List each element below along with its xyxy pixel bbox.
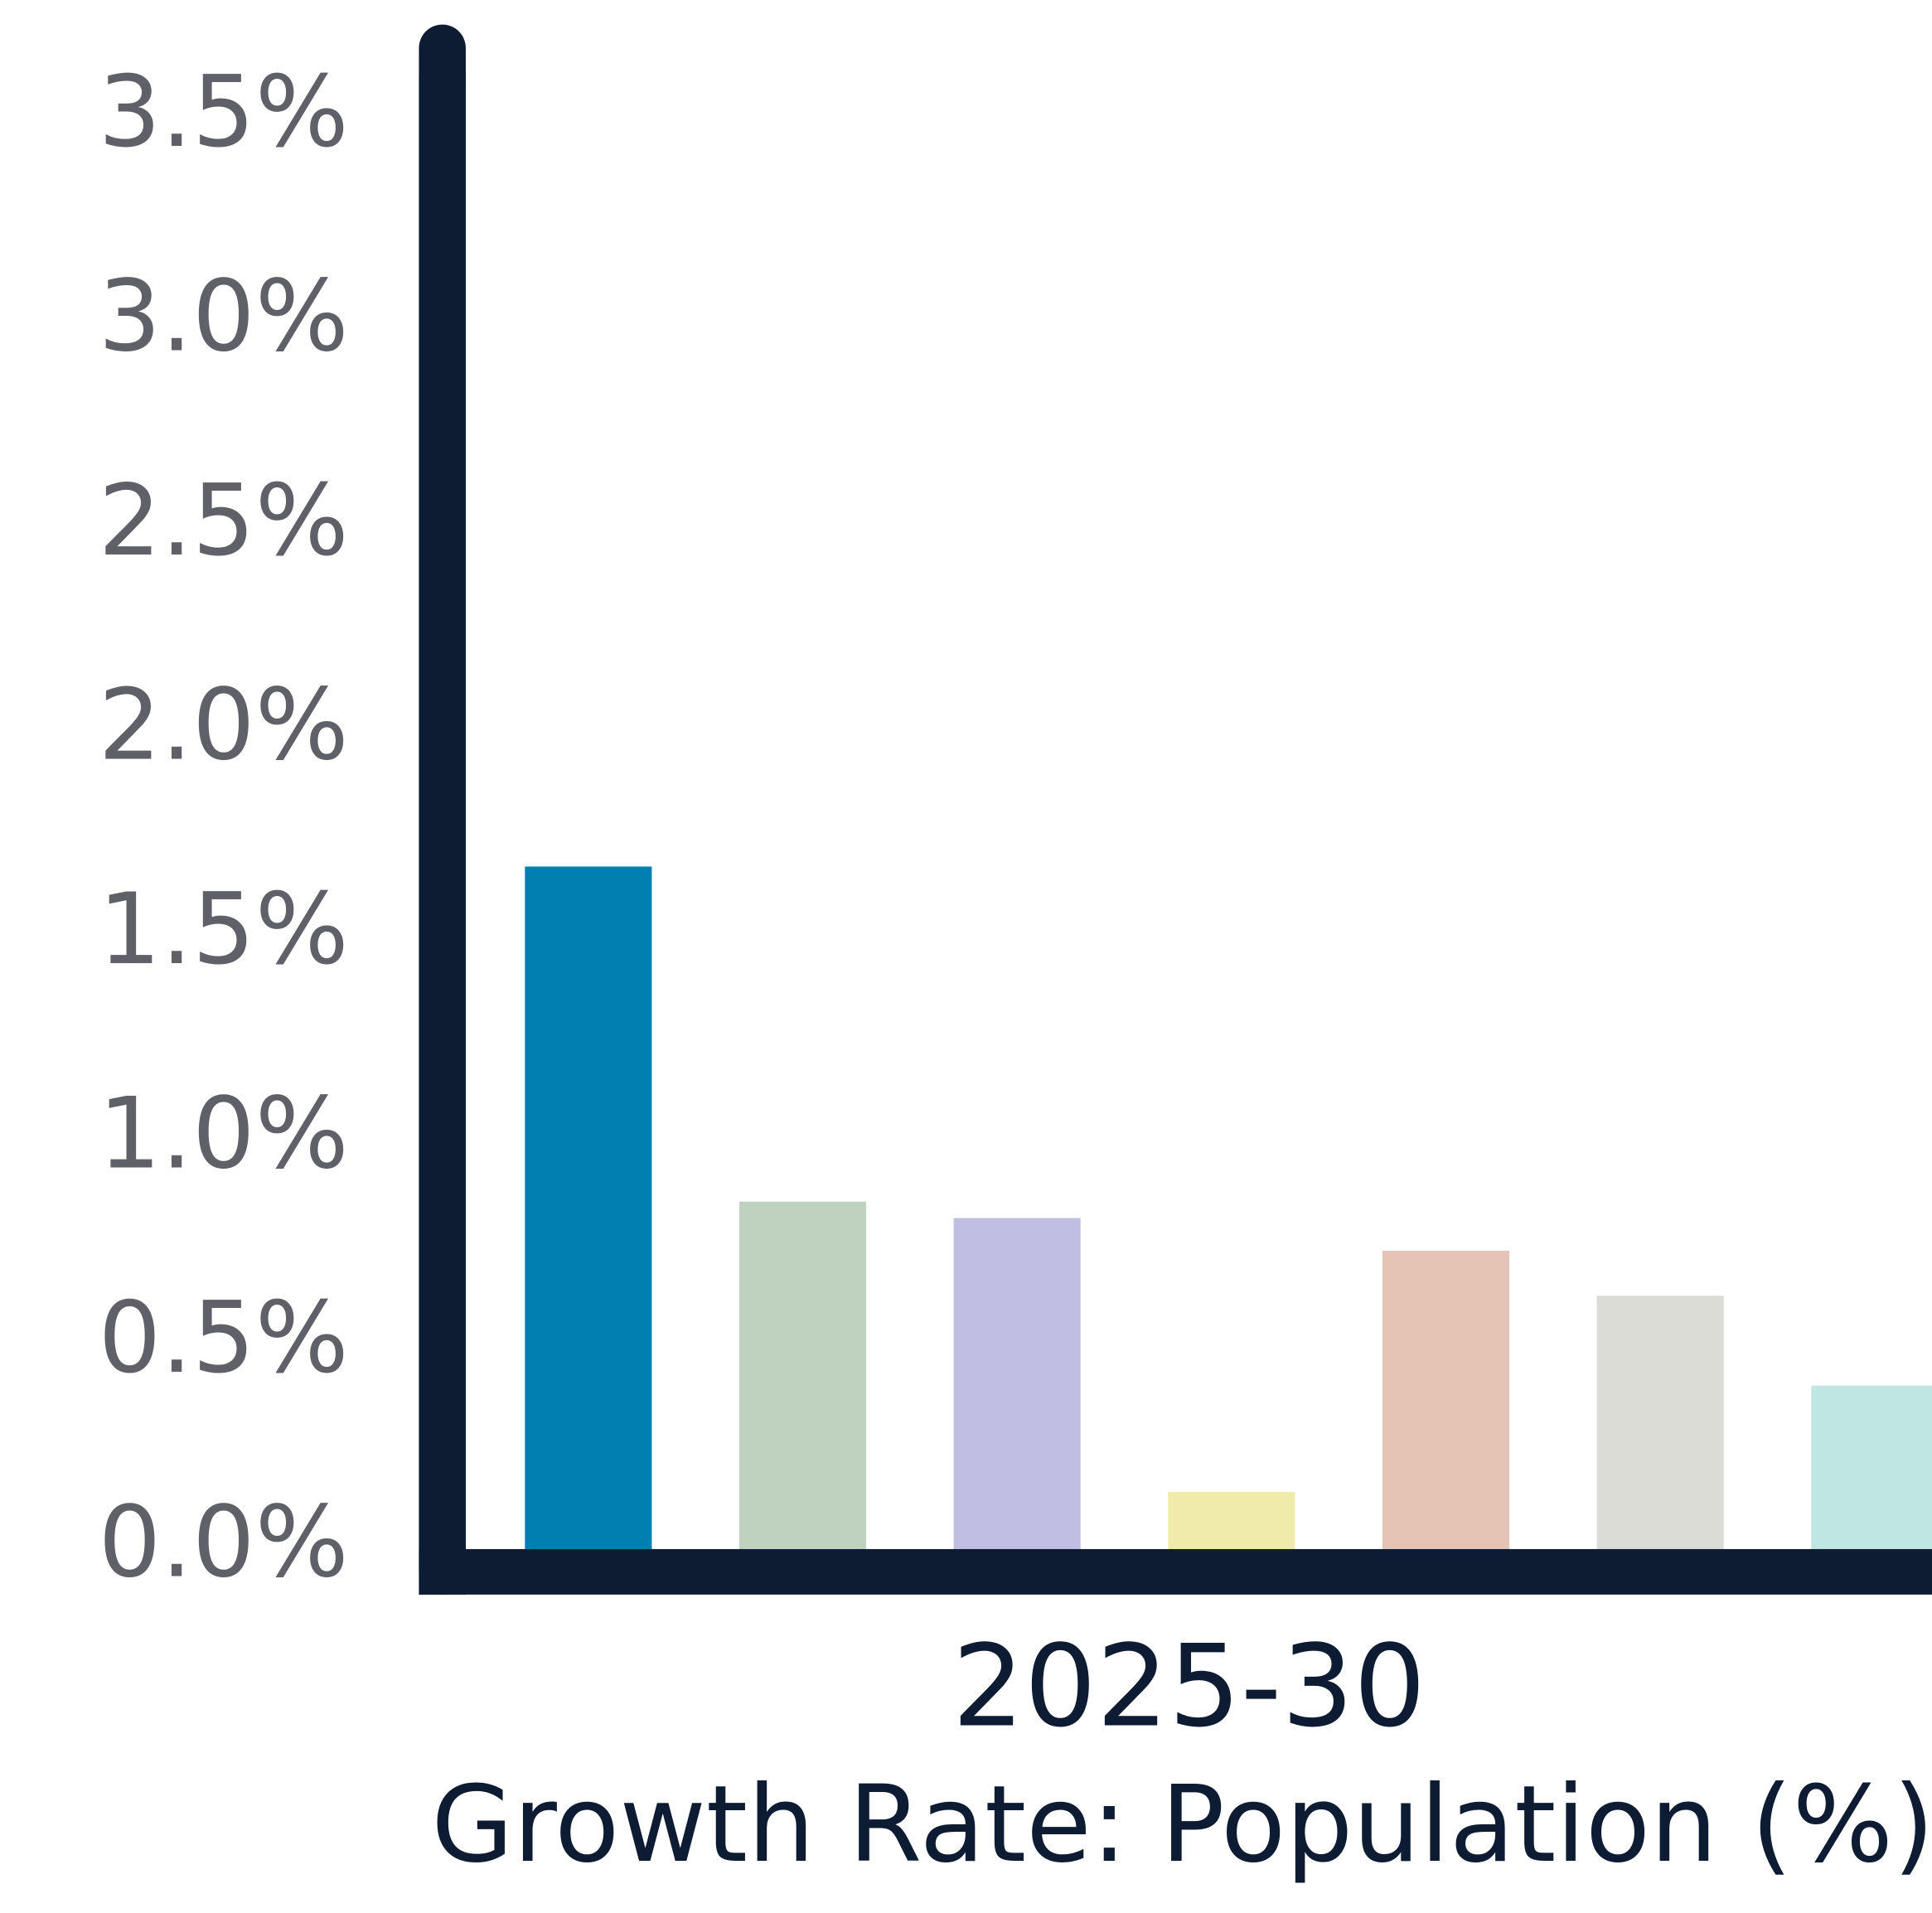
y-tick-label: 0.0% bbox=[99, 1486, 349, 1601]
category-label: 2025-30 bbox=[952, 1621, 1426, 1753]
bar bbox=[1168, 1491, 1295, 1549]
y-axis-line-base bbox=[419, 73, 466, 1595]
bar bbox=[953, 1218, 1081, 1549]
x-axis-label: Growth Rate: Population (%) bbox=[431, 1763, 1932, 1886]
y-tick-label: 3.0% bbox=[99, 259, 349, 374]
y-tick-label: 1.0% bbox=[99, 1078, 349, 1192]
bar bbox=[1596, 1296, 1724, 1549]
bar bbox=[1382, 1250, 1510, 1549]
y-tick-label: 0.5% bbox=[99, 1281, 349, 1396]
y-tick-label: 3.5% bbox=[99, 56, 349, 170]
y-tick-label: 2.5% bbox=[99, 464, 349, 579]
bar bbox=[1811, 1385, 1932, 1549]
x-axis-line bbox=[419, 1548, 1932, 1595]
bar bbox=[525, 866, 652, 1549]
y-tick-label: 2.0% bbox=[99, 669, 349, 783]
y-tick-label: 1.5% bbox=[99, 873, 349, 987]
bar bbox=[738, 1201, 867, 1549]
